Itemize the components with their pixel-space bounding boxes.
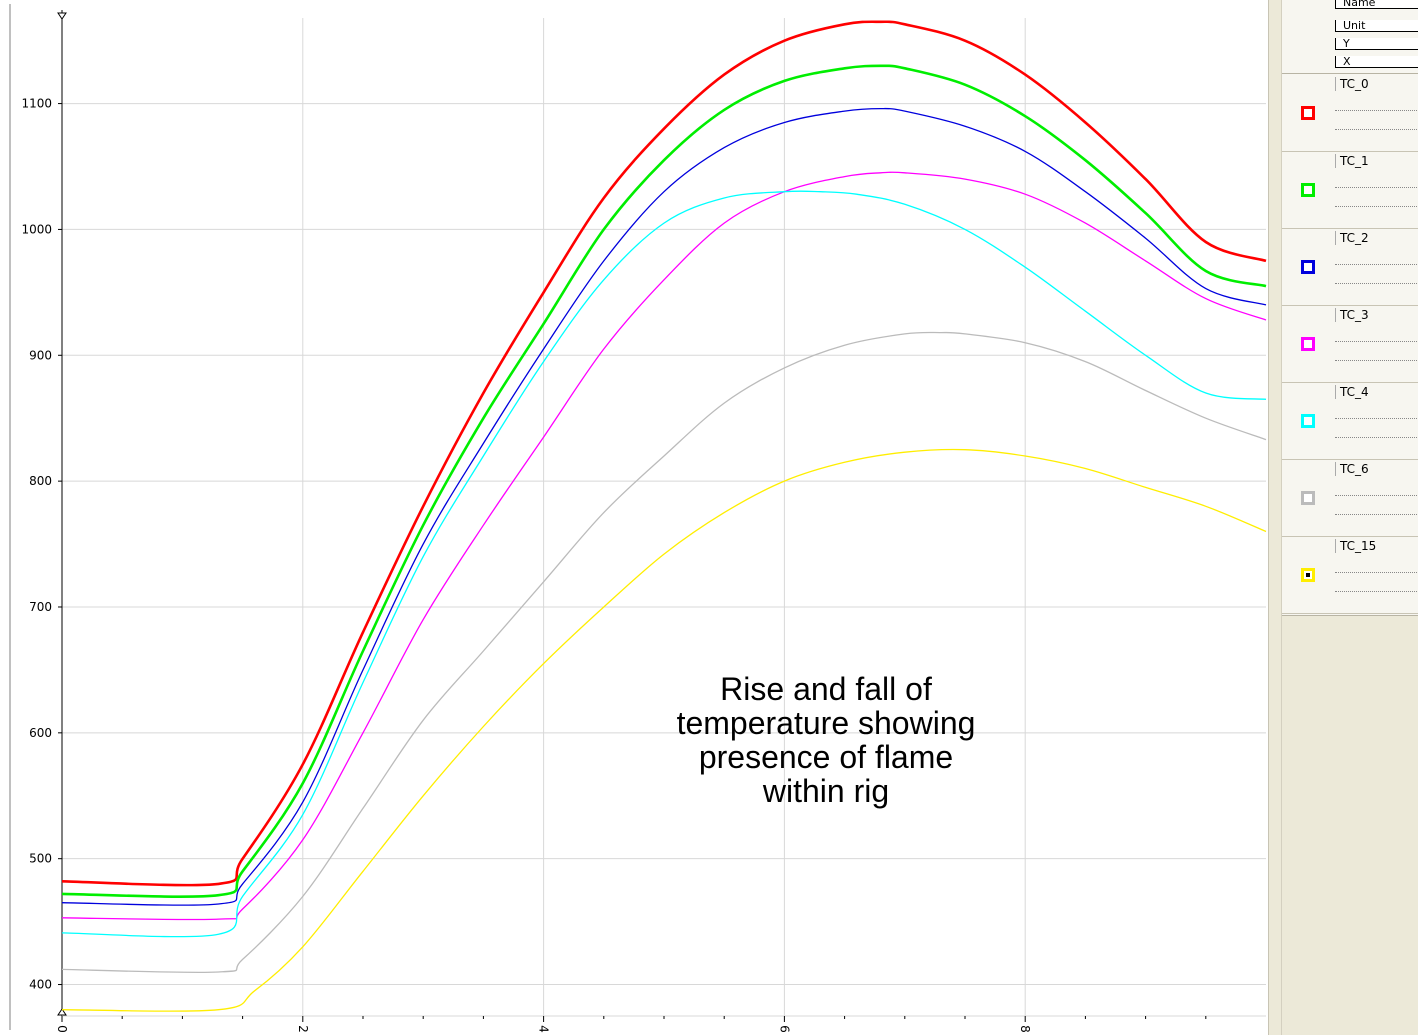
series-line-tc-1: [61, 64, 1267, 898]
y-tick-label: 800: [29, 474, 52, 488]
legend-value-field: [1335, 187, 1418, 188]
series-lines: [61, 20, 1267, 1012]
legend-swatch-icon[interactable]: [1301, 260, 1315, 274]
y-tick-label: 500: [29, 852, 52, 866]
legend-item[interactable]: TC_15: [1282, 536, 1418, 614]
legend-swatch-fill: [1306, 496, 1310, 500]
y-tick-label: 700: [29, 600, 52, 614]
legend-swatch-icon[interactable]: [1301, 337, 1315, 351]
legend-item-label: TC_15: [1335, 539, 1418, 553]
x-tick-label: 0: [55, 1025, 69, 1033]
legend-value-field: [1335, 206, 1418, 207]
series-line-tc-15: [61, 448, 1267, 1012]
grid-lines: [62, 18, 1266, 1016]
y-tick-label: 600: [29, 726, 52, 740]
x-axis-marker-icon: [57, 1008, 67, 1016]
legend-item[interactable]: TC_6: [1282, 459, 1418, 537]
y-tick-label: 400: [29, 978, 52, 992]
y-axis-ticks: 400 500 600 700 800 900 1000 1100: [21, 97, 62, 992]
legend-value-field: [1335, 437, 1418, 438]
legend-item-label: TC_6: [1335, 462, 1418, 476]
legend-value-field: [1335, 341, 1418, 342]
legend-value-field: [1335, 283, 1418, 284]
y-axis-marker-icon: [57, 12, 67, 20]
legend-header-unit: Unit: [1335, 20, 1418, 32]
y-tick-label: 1000: [21, 222, 52, 236]
legend-item-label: TC_4: [1335, 385, 1418, 399]
legend-item-label: TC_2: [1335, 231, 1418, 245]
series-line-tc-4: [61, 190, 1267, 938]
series-line-tc-2: [61, 107, 1267, 906]
x-tick-label: 6: [777, 1025, 791, 1033]
legend-swatch-fill: [1306, 342, 1310, 346]
line-chart: 400 500 600 700 800 900 1000 1100 0 2 4 6 8: [9, 4, 1267, 1033]
x-tick-label: 4: [537, 1025, 551, 1033]
legend-swatch-icon[interactable]: [1301, 568, 1315, 582]
series-line-tc-0: [61, 20, 1267, 887]
legend-value-field: [1335, 418, 1418, 419]
panel-divider: [1281, 0, 1282, 1035]
legend-header: Name Unit Y X: [1282, 0, 1418, 74]
legend-swatch-fill: [1306, 419, 1310, 423]
legend-swatch-fill: [1306, 573, 1310, 577]
legend-value-field: [1335, 514, 1418, 515]
legend-panel: Name Unit Y X TC_0 TC_1 TC_2 TC_3 TC_4 TC_6 TC…: [1268, 0, 1418, 1035]
legend-value-field: [1335, 591, 1418, 592]
chart-annotation: Rise and fall of temperature showing pre…: [676, 671, 976, 809]
legend-item[interactable]: TC_3: [1282, 305, 1418, 383]
legend-value-field: [1335, 110, 1418, 111]
legend-item-label: TC_1: [1335, 154, 1418, 168]
legend-item[interactable]: TC_4: [1282, 382, 1418, 460]
legend-item[interactable]: TC_2: [1282, 228, 1418, 306]
x-tick-label: 8: [1018, 1025, 1032, 1033]
legend: Name Unit Y X TC_0 TC_1 TC_2 TC_3 TC_4 TC_6 TC…: [1282, 0, 1418, 616]
legend-value-field: [1335, 495, 1418, 496]
legend-value-field: [1335, 360, 1418, 361]
series-line-tc-3: [61, 171, 1267, 921]
legend-header-x: X: [1335, 56, 1418, 68]
legend-swatch-icon[interactable]: [1301, 183, 1315, 197]
y-tick-label: 1100: [21, 97, 52, 111]
legend-value-field: [1335, 264, 1418, 265]
legend-swatch-icon[interactable]: [1301, 414, 1315, 428]
legend-value-field: [1335, 572, 1418, 573]
legend-item[interactable]: TC_0: [1282, 74, 1418, 152]
legend-header-name: Name: [1335, 0, 1418, 9]
series-line-tc-6: [61, 331, 1267, 974]
legend-header-y: Y: [1335, 38, 1418, 50]
y-tick-label: 900: [29, 348, 52, 362]
legend-swatch-icon[interactable]: [1301, 491, 1315, 505]
legend-swatch-fill: [1306, 265, 1310, 269]
legend-swatch-fill: [1306, 111, 1310, 115]
legend-value-field: [1335, 129, 1418, 130]
legend-item-label: TC_0: [1335, 77, 1418, 91]
legend-item[interactable]: TC_1: [1282, 151, 1418, 229]
legend-swatch-icon[interactable]: [1301, 106, 1315, 120]
x-tick-label: 2: [296, 1025, 310, 1033]
x-axis-ticks: 0 2 4 6 8: [55, 1016, 1207, 1033]
legend-swatch-fill: [1306, 188, 1310, 192]
legend-item-label: TC_3: [1335, 308, 1418, 322]
